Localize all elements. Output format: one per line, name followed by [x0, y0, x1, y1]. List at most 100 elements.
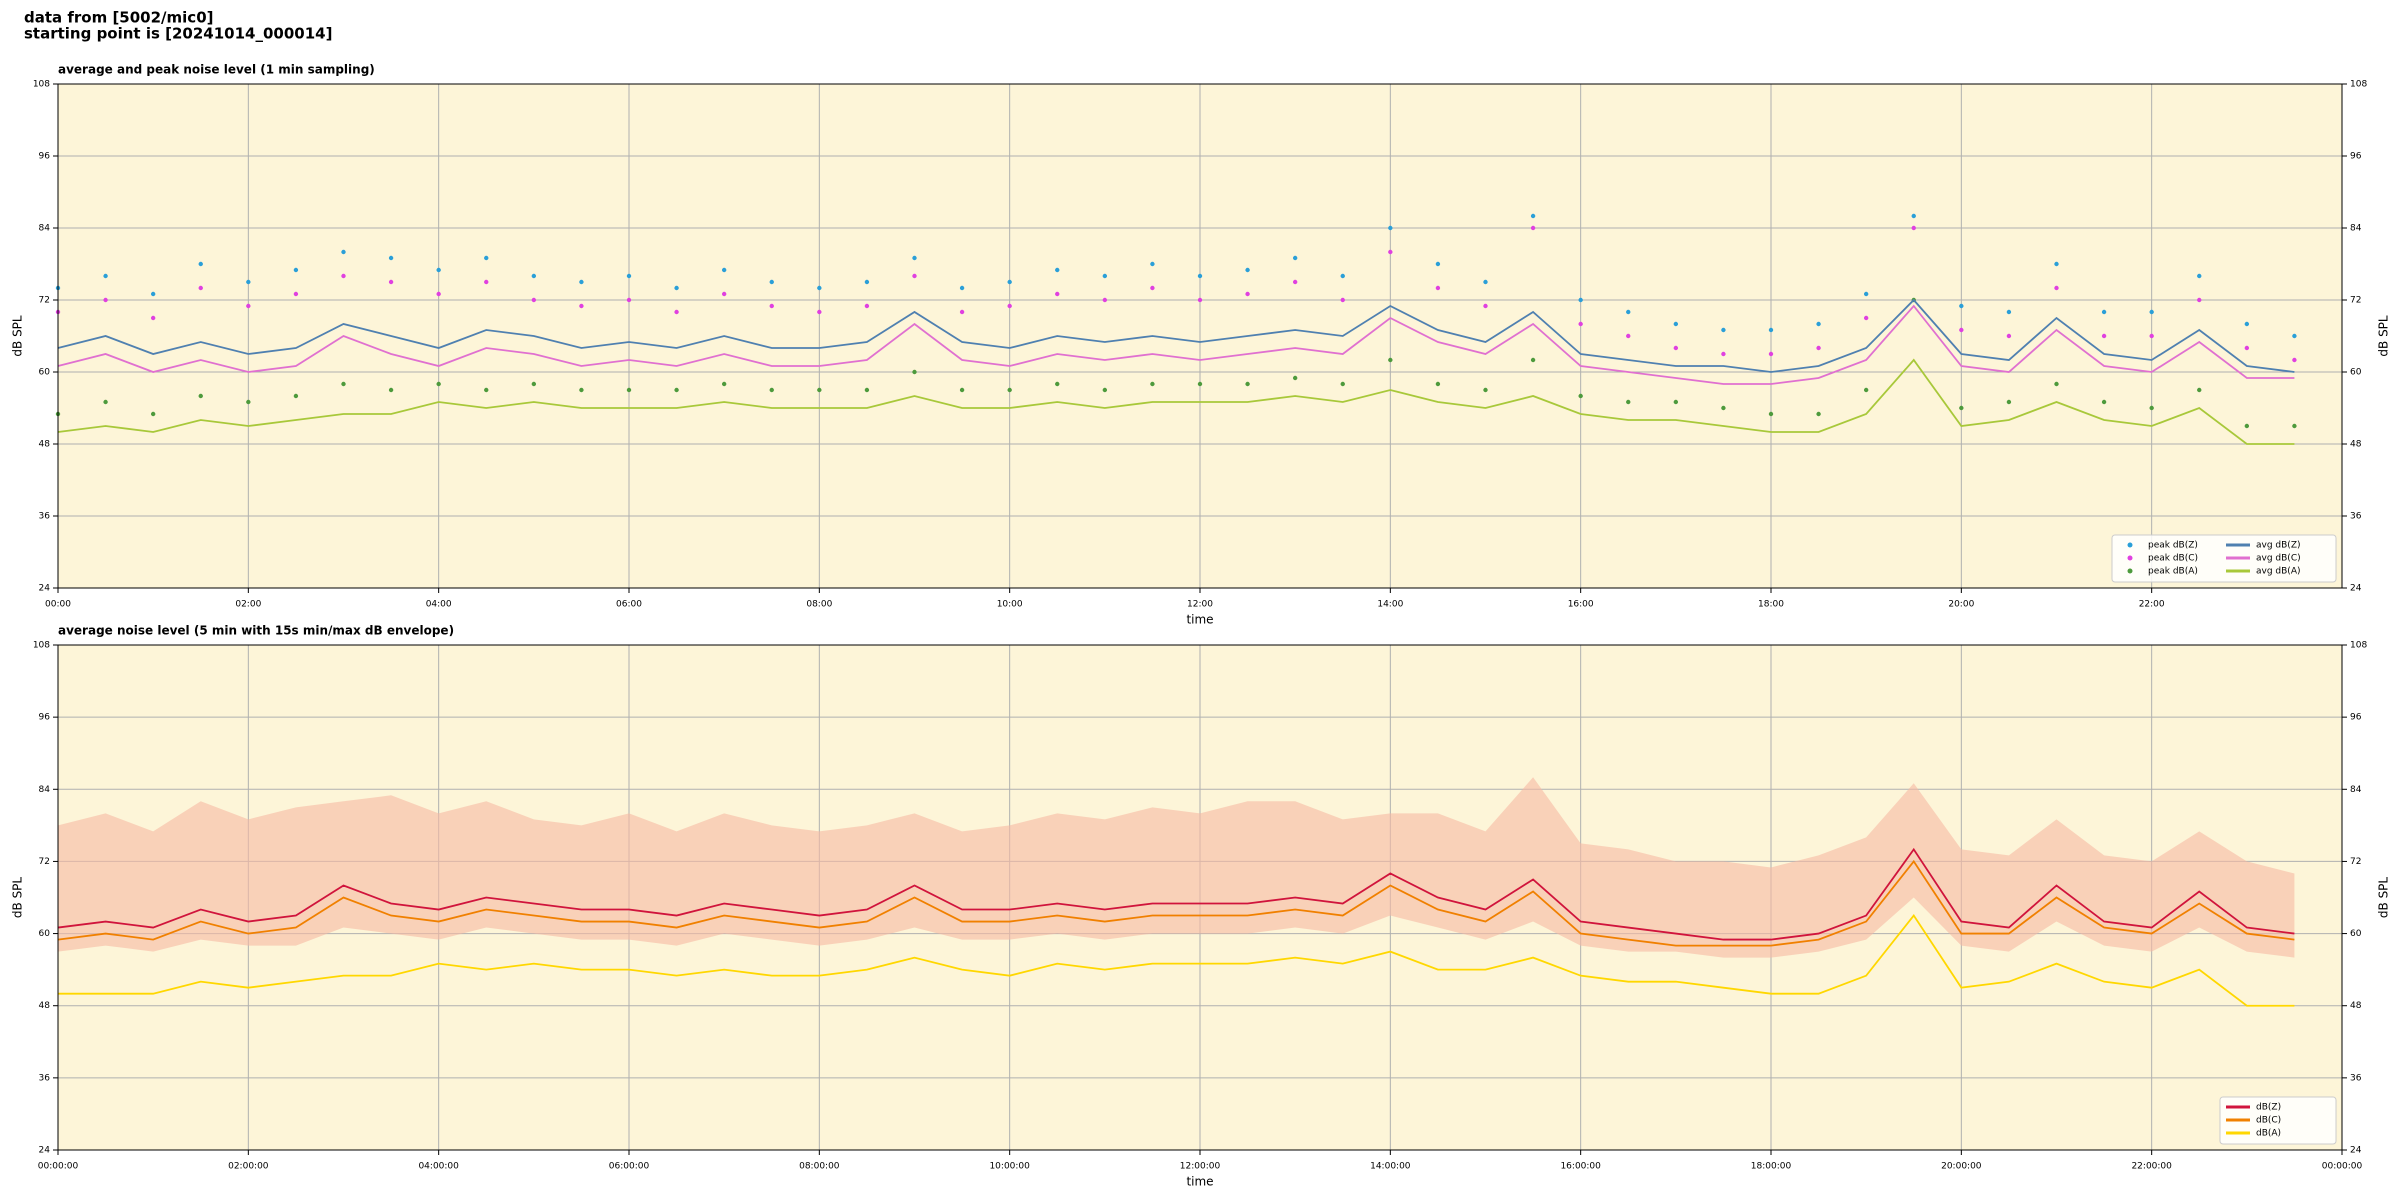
- x-tick-label: 04:00:00: [418, 1162, 459, 1172]
- peak-dot: [579, 303, 584, 309]
- peak-dot: [2244, 321, 2250, 327]
- peak-dot: [1007, 279, 1012, 285]
- peak-dot: [1816, 345, 1821, 351]
- y-tick-label: 72: [39, 296, 50, 306]
- peak-dot: [150, 291, 156, 297]
- y-tick-label: 72: [39, 857, 50, 867]
- peak-dot: [1626, 333, 1631, 339]
- y-tick-label: 108: [2350, 641, 2367, 651]
- peak-dot: [1102, 297, 1108, 303]
- y-tick-label: 96: [2350, 152, 2362, 162]
- peak-dot: [1435, 261, 1441, 267]
- peak-dot: [1245, 291, 1250, 297]
- y-tick-label: 60: [39, 368, 51, 378]
- x-tick-label: 14:00:00: [1370, 1162, 1411, 1172]
- legend-label: dB(Z): [2256, 1103, 2281, 1113]
- peak-dot: [817, 387, 822, 393]
- peak-dot: [1721, 405, 1726, 411]
- peak-dot: [1816, 321, 1821, 327]
- y-axis-label: dB SPL: [11, 877, 25, 919]
- peak-dot: [1530, 213, 1536, 219]
- y-tick-label: 36: [39, 1073, 51, 1083]
- envelope-area: [58, 777, 2295, 958]
- peak-dot: [2054, 381, 2059, 387]
- peak-dot: [103, 297, 108, 303]
- peak-dot: [817, 309, 822, 315]
- header-line: data from [5002/mic0]: [24, 9, 214, 27]
- plot-frame: [57, 83, 2343, 589]
- peak-dot: [2292, 333, 2297, 339]
- peak-dot: [293, 291, 299, 297]
- peak-dot: [1863, 291, 1869, 297]
- y-tick-label: 108: [33, 641, 50, 651]
- y-tick-label: 60: [39, 929, 51, 939]
- peak-dot: [150, 315, 156, 321]
- peak-dot: [674, 285, 679, 291]
- peak-dot: [388, 279, 394, 285]
- legend-label: avg dB(A): [2256, 567, 2300, 577]
- peak-dot: [1292, 279, 1298, 285]
- y-tick-label: 84: [2350, 224, 2362, 234]
- y-tick-label: 36: [2350, 512, 2362, 522]
- peak-dot: [2054, 261, 2059, 267]
- peak-dot: [912, 255, 917, 261]
- peak-dot: [1150, 381, 1155, 387]
- peak-dot: [1578, 321, 1583, 327]
- peak-dot: [341, 249, 346, 255]
- peak-dot: [2006, 333, 2012, 339]
- panel-title: average and peak noise level (1 min samp…: [58, 63, 375, 77]
- peak-dot: [864, 303, 870, 309]
- peak-dot: [1483, 387, 1488, 393]
- peak-dot: [626, 273, 632, 279]
- peak-dot: [388, 387, 394, 393]
- legend-marker: [2127, 555, 2133, 561]
- peak-dot: [388, 255, 394, 261]
- x-tick-label: 06:00: [616, 600, 642, 610]
- peak-dot: [721, 291, 727, 297]
- legend-label: avg dB(Z): [2256, 541, 2301, 551]
- peak-dot: [721, 267, 727, 273]
- x-tick-label: 18:00: [1758, 600, 1784, 610]
- peak-dot: [769, 387, 774, 393]
- peak-dot: [1768, 327, 1774, 333]
- y-tick-label: 24: [39, 584, 51, 594]
- x-tick-label: 20:00:00: [1941, 1162, 1982, 1172]
- peak-dot: [912, 273, 917, 279]
- series-line: [57, 298, 2295, 373]
- peak-dot: [103, 273, 108, 279]
- legend-label: peak dB(C): [2148, 554, 2198, 564]
- series-line: [57, 358, 2295, 445]
- peak-dot: [1483, 303, 1488, 309]
- peak-dot: [1292, 375, 1298, 381]
- peak-dot: [721, 381, 727, 387]
- peak-dot: [246, 399, 251, 405]
- peak-dot: [1055, 381, 1060, 387]
- y-tick-label: 72: [2350, 857, 2361, 867]
- y-tick-label: 60: [2350, 368, 2362, 378]
- panel-title: average noise level (5 min with 15s min/…: [58, 624, 454, 638]
- peak-dot: [293, 393, 299, 399]
- peak-dot: [436, 267, 441, 273]
- peak-dot: [2292, 357, 2297, 363]
- peak-dot: [1150, 261, 1155, 267]
- peak-dot: [1768, 351, 1774, 357]
- peak-dot: [1197, 381, 1203, 387]
- peak-dot: [198, 393, 203, 399]
- peak-dot: [626, 297, 632, 303]
- y-tick-label: 96: [39, 152, 51, 162]
- series-line: [57, 304, 2295, 385]
- y-tick-label: 60: [2350, 929, 2362, 939]
- legend-label: dB(A): [2256, 1129, 2281, 1139]
- peak-dot: [579, 279, 584, 285]
- peak-dot: [959, 309, 965, 315]
- peak-dot: [1911, 225, 1916, 231]
- peak-dot: [1673, 345, 1679, 351]
- header-line: starting point is [20241014_000014]: [24, 25, 332, 43]
- peak-dot: [1245, 267, 1250, 273]
- peak-dot: [1292, 255, 1298, 261]
- peak-dot: [1055, 267, 1060, 273]
- x-tick-label: 16:00: [1568, 600, 1594, 610]
- peak-dot: [579, 387, 584, 393]
- peak-dot: [769, 279, 774, 285]
